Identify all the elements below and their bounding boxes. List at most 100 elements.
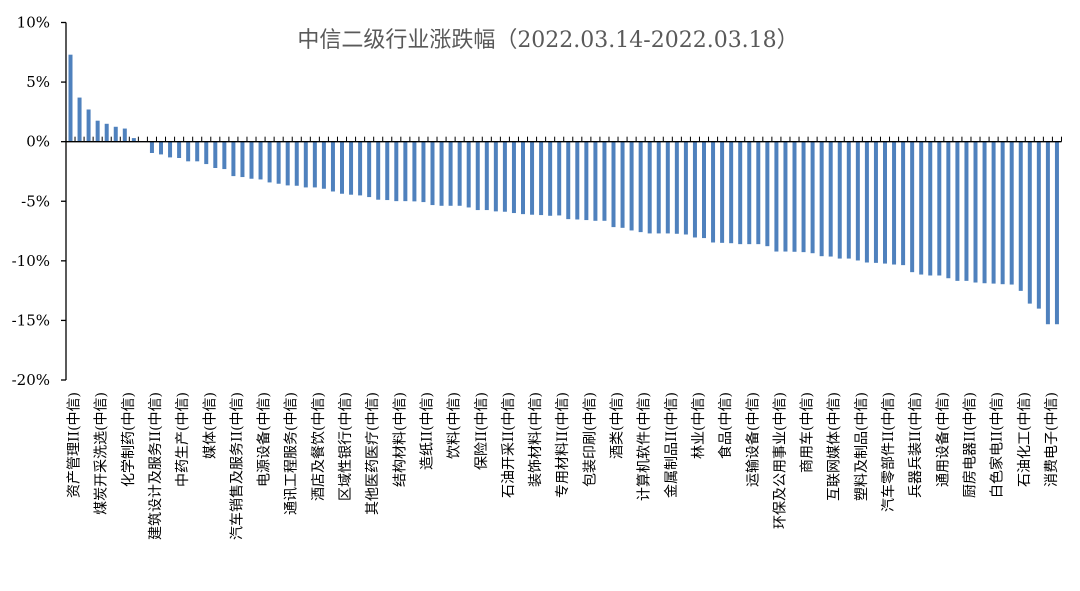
bar (974, 142, 978, 283)
bar (901, 142, 905, 265)
bar (557, 142, 561, 216)
chart-title: 中信二级行业涨跌幅（2022.03.14-2022.03.18） (297, 28, 798, 53)
bar (467, 142, 471, 208)
bar (222, 142, 226, 169)
x-tick-label: 塑料及制品(中信) (854, 392, 870, 501)
bar (250, 142, 254, 179)
x-tick-label: 互联网媒体(中信) (827, 392, 843, 501)
bar (186, 142, 190, 162)
bar (729, 142, 733, 244)
x-tick-label: 中药生产(中信) (175, 392, 191, 487)
y-tick-label: 0% (26, 133, 50, 151)
bar (195, 142, 199, 162)
bar (666, 142, 670, 234)
bar (802, 142, 806, 252)
y-tick-label: 10% (17, 14, 50, 32)
bar (575, 142, 579, 220)
x-tick-label: 林业(中信) (691, 392, 707, 459)
bar (421, 142, 425, 202)
bar (123, 129, 127, 142)
x-tick-label: 煤炭开采洗选(中信) (94, 392, 110, 515)
x-tick-label: 石油化工(中信) (1017, 392, 1033, 487)
bar (684, 142, 688, 235)
bar (820, 142, 824, 257)
bar (286, 142, 290, 186)
x-tick-label: 食品(中信) (717, 392, 734, 459)
x-tick-label: 建筑设计及服务II(中信) (148, 392, 164, 540)
bar (331, 142, 335, 192)
bar (512, 142, 516, 213)
bar (657, 142, 661, 234)
bar (793, 142, 797, 252)
x-tick-label: 兵器兵装II(中信) (908, 392, 924, 498)
bar (530, 142, 534, 215)
bar (231, 142, 235, 176)
bar (1019, 142, 1023, 291)
bar (1037, 142, 1041, 309)
y-tick-label: -15% (12, 311, 50, 329)
bar (675, 142, 679, 234)
bar (503, 142, 507, 212)
bar (883, 142, 887, 264)
bar (1046, 142, 1050, 325)
bar (946, 142, 950, 279)
bar (783, 142, 787, 252)
x-tick-label: 汽车销售及服务II(中信) (228, 392, 245, 540)
bar (874, 142, 878, 263)
x-tick-label: 酒店及餐饮(中信) (311, 392, 327, 501)
x-tick-label: 计算机软件(中信) (637, 392, 653, 501)
bar (983, 142, 987, 284)
bar (259, 142, 263, 180)
bar (159, 142, 163, 155)
x-tick-label: 包装印刷(中信) (582, 392, 598, 487)
bar (177, 142, 181, 158)
bar (892, 142, 896, 265)
bar (295, 142, 299, 186)
bar (1028, 142, 1032, 304)
x-tick-label: 保险II(中信) (474, 392, 490, 470)
y-tick-label: -10% (12, 252, 50, 270)
x-axis-labels: 资产管理II(中信)煤炭开采洗选(中信)化学制药(中信)建筑设计及服务II(中信… (67, 392, 1060, 540)
x-tick-label: 汽车零部件II(中信) (880, 392, 897, 512)
bar (910, 142, 914, 272)
bar (358, 142, 362, 196)
bar (928, 142, 932, 276)
bar (992, 142, 996, 284)
x-tick-label: 饮料(中信) (447, 392, 463, 459)
bar (720, 142, 724, 243)
bar (458, 142, 462, 206)
y-tick-label: -5% (21, 192, 50, 210)
x-tick-label: 白色家电II(中信) (989, 392, 1006, 498)
x-tick-label: 酒类(中信) (610, 392, 626, 459)
bar (521, 142, 525, 214)
bar (937, 142, 941, 276)
bar (277, 142, 281, 184)
bar (1010, 142, 1014, 285)
bar (756, 142, 760, 244)
bar (838, 142, 842, 259)
bar (385, 142, 389, 200)
bar (1055, 142, 1059, 325)
bar (340, 142, 344, 194)
bar (856, 142, 860, 261)
bar (412, 142, 416, 202)
bar (964, 142, 968, 281)
bar (69, 55, 73, 142)
bar (213, 142, 217, 168)
x-tick-label: 消费电子(中信) (1044, 392, 1060, 487)
bar (313, 142, 317, 188)
bar (829, 142, 833, 257)
bar (376, 142, 380, 200)
x-tick-label: 结构材料(中信) (392, 392, 408, 487)
bar (621, 142, 625, 228)
x-tick-label: 通讯工程服务(中信) (284, 392, 300, 515)
bar (539, 142, 543, 215)
bar (87, 109, 91, 141)
bar (774, 142, 778, 252)
x-tick-label: 厨房电器II(中信) (962, 392, 978, 498)
bar (485, 142, 489, 210)
bar (693, 142, 697, 238)
bar (747, 142, 751, 244)
bar (268, 142, 272, 183)
